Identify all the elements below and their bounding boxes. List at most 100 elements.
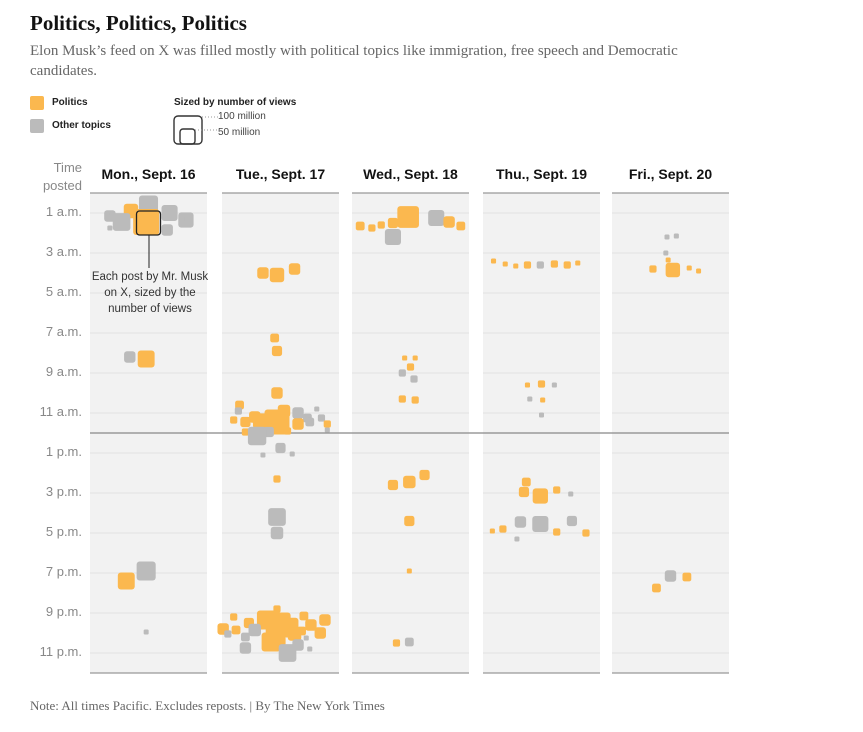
post-marker-politics [490,258,497,264]
post-marker-other [136,561,156,581]
post-marker-other [224,630,232,638]
post-marker-politics [241,428,250,436]
post-marker-politics [553,528,561,536]
size-legend-title: Sized by number of views [174,97,297,108]
post-marker-politics [355,221,365,231]
post-marker-politics [133,209,160,235]
post-marker-other [143,629,149,635]
post-marker-politics [419,469,430,481]
post-marker-politics [652,583,661,593]
post-marker-politics [665,262,681,278]
post-marker-other [317,414,326,422]
legend-other-swatch [30,119,44,133]
post-marker-politics [231,625,241,635]
post-marker-politics [269,267,285,283]
day-label: Tue., Sept. 17 [235,166,326,182]
post-marker-other [539,412,544,418]
post-marker-politics [563,261,571,269]
post-marker-other [307,646,313,652]
post-marker-other [663,250,669,256]
post-marker-politics [402,355,408,361]
post-marker-politics [540,397,546,403]
post-marker-politics [271,387,283,399]
post-marker-other [161,204,178,222]
post-marker-other [410,375,418,383]
post-marker-politics [696,268,702,274]
post-marker-politics [270,333,280,343]
post-marker-politics [387,479,399,491]
post-marker-other [260,452,266,458]
y-tick-label: 11 p.m. [39,644,82,659]
post-marker-other [292,407,304,419]
footnote: Note: All times Pacific. Excludes repost… [30,698,385,713]
y-tick-label: 9 a.m. [45,364,82,379]
y-tick-label: 1 a.m. [45,204,82,219]
post-marker-politics [682,572,692,582]
post-marker-other [514,516,527,528]
post-marker-other [384,228,402,246]
post-marker-politics [553,486,561,494]
day-label: Mon., Sept. 16 [101,166,196,182]
size-legend-large-label: 100 million [218,111,266,122]
post-marker-politics [392,639,401,647]
post-marker-other [247,426,267,446]
post-marker-politics [456,221,466,231]
post-marker-other [527,396,533,402]
post-marker-politics [412,355,418,361]
post-marker-politics [271,345,283,357]
post-marker-politics [273,605,281,613]
post-marker-politics [686,265,692,271]
post-marker-politics [398,395,406,403]
y-tick-label: 7 a.m. [45,324,82,339]
y-tick-label: 5 a.m. [45,284,82,299]
post-marker-politics [117,572,135,590]
y-axis-title-text: Time posted [42,160,82,193]
y-tick-label: 1 p.m. [45,444,82,459]
post-marker-politics [283,427,292,435]
chart-annotation: Each post by Mr. Musk on X, sized by the… [91,271,209,315]
post-marker-other [398,369,406,377]
y-tick-label: 5 p.m. [45,524,82,539]
post-marker-other [566,515,578,527]
post-marker-politics [261,632,281,652]
legend-politics-swatch [30,96,44,110]
post-marker-politics [368,224,376,232]
day-label: Thu., Sept. 19 [495,166,587,182]
post-marker-other [234,407,242,415]
post-marker-other [324,427,330,433]
post-marker-politics [314,627,326,639]
post-marker-politics [265,612,291,638]
post-marker-politics [575,260,581,266]
post-marker-politics [273,475,281,483]
y-tick-label: 9 p.m. [45,604,82,619]
post-marker-other [314,406,320,412]
chart-title: Politics, Politics, Politics [30,11,247,35]
post-marker-politics [665,257,671,263]
size-legend-small-label: 50 million [218,127,261,138]
post-marker-politics [443,216,455,228]
post-marker-politics [532,488,548,504]
post-marker-politics [502,261,508,267]
post-marker-other [532,515,549,533]
post-marker-politics [305,619,317,631]
post-marker-politics [550,260,558,268]
post-marker-politics [499,525,507,533]
post-marker-politics [299,611,309,621]
post-marker-other [179,215,185,221]
post-marker-politics [524,382,531,388]
post-marker-politics [521,477,531,487]
post-marker-other [239,642,252,654]
post-marker-politics [523,261,532,269]
post-marker-politics [649,265,657,273]
post-marker-politics [257,267,269,279]
y-tick-label: 11 a.m. [39,404,82,419]
post-marker-other [112,213,131,231]
post-marker-other [404,637,414,647]
post-marker-other [240,632,250,642]
post-marker-other [161,224,173,236]
post-marker-other [664,234,670,240]
post-marker-politics [489,528,495,534]
post-marker-other [664,570,677,582]
post-marker-politics [288,263,301,275]
